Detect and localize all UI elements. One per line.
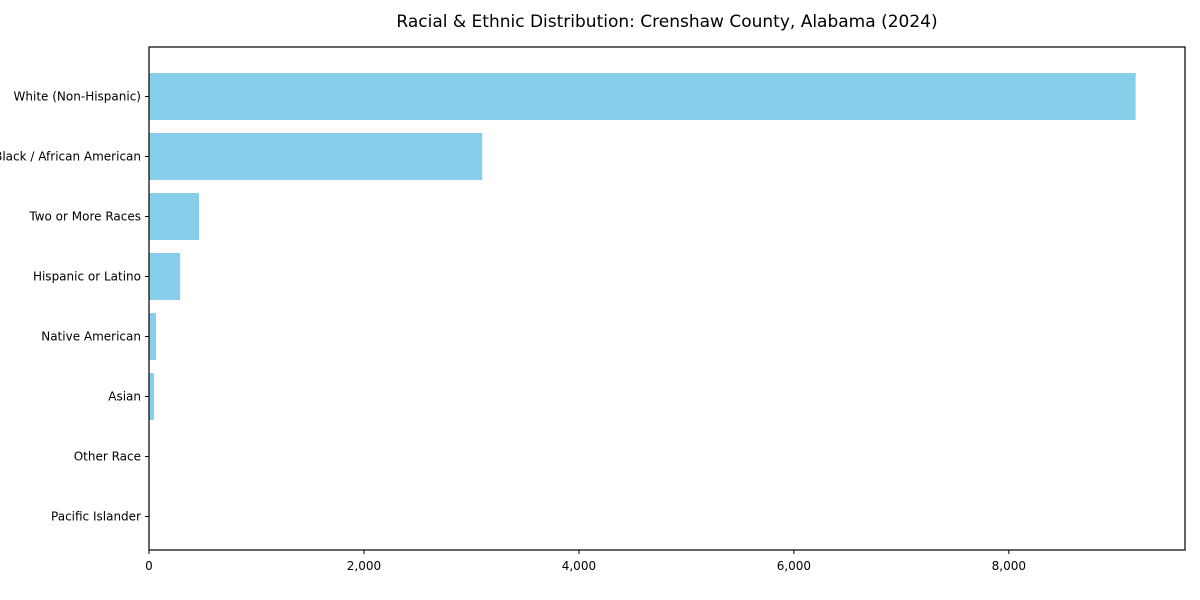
- x-tick-label: 8,000: [992, 559, 1026, 573]
- category-label: Other Race: [74, 450, 141, 464]
- x-tick-label: 4,000: [562, 559, 596, 573]
- category-label: Asian: [108, 390, 141, 404]
- bar: [149, 313, 156, 360]
- x-tick-label: 6,000: [777, 559, 811, 573]
- category-label: White (Non-Hispanic): [14, 90, 141, 104]
- bar: [149, 133, 483, 180]
- category-label: Pacific Islander: [51, 510, 141, 524]
- category-label: Native American: [41, 330, 141, 344]
- bar: [149, 193, 199, 240]
- plot-frame: [148, 46, 1186, 551]
- bar: [149, 73, 1136, 120]
- category-label: Hispanic or Latino: [33, 270, 141, 284]
- chart-title: Racial & Ethnic Distribution: Crenshaw C…: [396, 12, 938, 32]
- category-label: Black / African American: [0, 150, 141, 164]
- x-tick-label: 0: [145, 559, 153, 573]
- category-label: Two or More Races: [28, 210, 141, 224]
- bar: [149, 373, 154, 420]
- bar: [149, 253, 181, 300]
- x-tick-label: 2,000: [347, 559, 381, 573]
